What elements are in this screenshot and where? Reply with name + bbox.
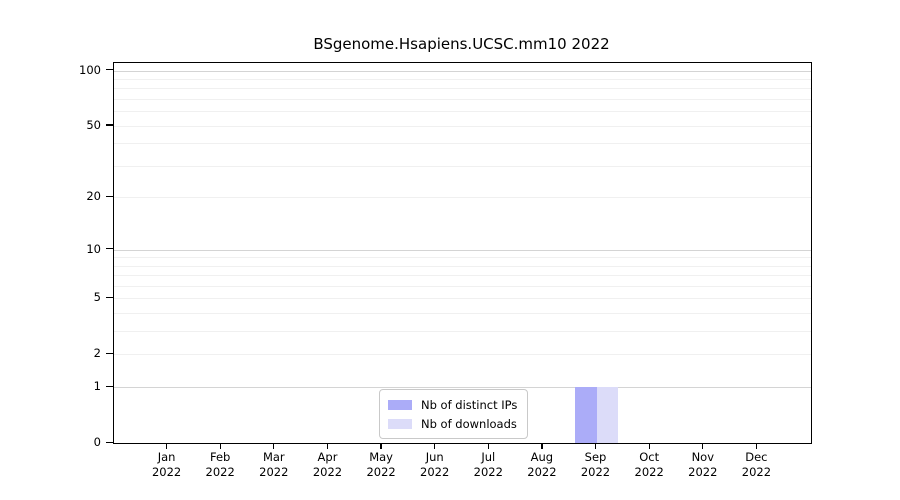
legend-swatch-downloads (388, 418, 412, 429)
x-tick-label-feb: Feb 2022 (205, 450, 235, 479)
legend-label-downloads: Nb of downloads (421, 416, 517, 431)
gridline-40 (114, 143, 811, 145)
legend-entry-distinct-ips: Nb of distinct IPs (388, 395, 517, 414)
x-tick-mark-may (380, 443, 382, 449)
y-tick-label-50: 50 (86, 117, 101, 132)
gridline-10 (114, 249, 811, 251)
gridline-30 (114, 165, 811, 167)
x-tick-mark-nov (702, 443, 704, 449)
gridline-70 (114, 99, 811, 101)
gridline-8 (114, 265, 811, 267)
gridline-3 (114, 331, 811, 333)
x-tick-label-jun: Jun 2022 (420, 450, 450, 479)
chart-title: BSgenome.Hsapiens.UCSC.mm10 2022 (313, 35, 610, 53)
y-tick-mark-100 (106, 69, 113, 71)
y-tick-mark-0 (106, 441, 113, 443)
x-tick-mark-oct (648, 443, 650, 449)
gridline-5 (114, 298, 811, 300)
legend-label-distinct-ips: Nb of distinct IPs (421, 397, 518, 412)
plot-area (113, 62, 812, 444)
x-tick-label-nov: Nov 2022 (688, 450, 718, 479)
x-tick-label-mar: Mar 2022 (259, 450, 289, 479)
x-tick-label-apr: Apr 2022 (312, 450, 343, 479)
y-tick-mark-5 (106, 296, 113, 299)
x-tick-mark-apr (326, 443, 329, 449)
x-tick-label-oct: Oct 2022 (634, 450, 664, 479)
y-tick-label-20: 20 (86, 189, 101, 204)
x-tick-mark-mar (273, 443, 275, 449)
x-tick-mark-jul (487, 443, 489, 449)
gridline-100 (114, 70, 811, 72)
y-tick-label-10: 10 (86, 241, 101, 256)
y-tick-label-100: 100 (79, 62, 101, 77)
y-tick-mark-10 (106, 248, 113, 250)
y-tick-label-0: 0 (93, 435, 101, 449)
x-tick-mark-jun (434, 443, 436, 449)
x-tick-label-dec: Dec 2022 (741, 450, 772, 479)
y-tick-mark-1 (106, 385, 113, 387)
x-tick-mark-dec (755, 443, 757, 449)
gridline-60 (114, 111, 811, 113)
gridline-2 (114, 354, 811, 356)
x-tick-mark-jan (166, 443, 168, 449)
x-tick-label-may: May 2022 (366, 450, 396, 479)
gridline-4 (114, 313, 811, 315)
bar-distinct-ips-sep (575, 387, 597, 443)
legend-swatch-distinct-ips (388, 399, 412, 410)
y-tick-mark-2 (106, 352, 113, 355)
y-tick-mark-20 (106, 195, 113, 198)
x-tick-label-aug: Aug 2022 (527, 450, 557, 479)
y-tick-label-2: 2 (93, 346, 101, 361)
x-tick-mark-aug (541, 443, 543, 449)
gridline-1 (114, 387, 811, 389)
x-tick-mark-feb (219, 443, 221, 449)
gridline-90 (114, 79, 811, 80)
y-tick-label-1: 1 (93, 379, 101, 394)
gridline-6 (114, 286, 811, 287)
y-tick-label-5: 5 (93, 290, 101, 305)
legend: Nb of distinct IPs Nb of downloads (379, 389, 529, 439)
gridline-20 (114, 197, 811, 199)
x-tick-mark-sep (594, 443, 597, 449)
bar-downloads-sep (596, 387, 618, 443)
y-tick-mark-50 (106, 124, 113, 126)
x-tick-label-sep: Sep 2022 (580, 450, 611, 479)
gridline-9 (114, 257, 811, 259)
gridline-80 (114, 88, 811, 90)
gridline-7 (114, 275, 811, 277)
x-tick-label-jan: Jan 2022 (151, 450, 182, 479)
legend-entry-downloads: Nb of downloads (388, 414, 517, 433)
gridline-50 (114, 125, 811, 127)
x-tick-label-jul: Jul 2022 (473, 450, 503, 479)
